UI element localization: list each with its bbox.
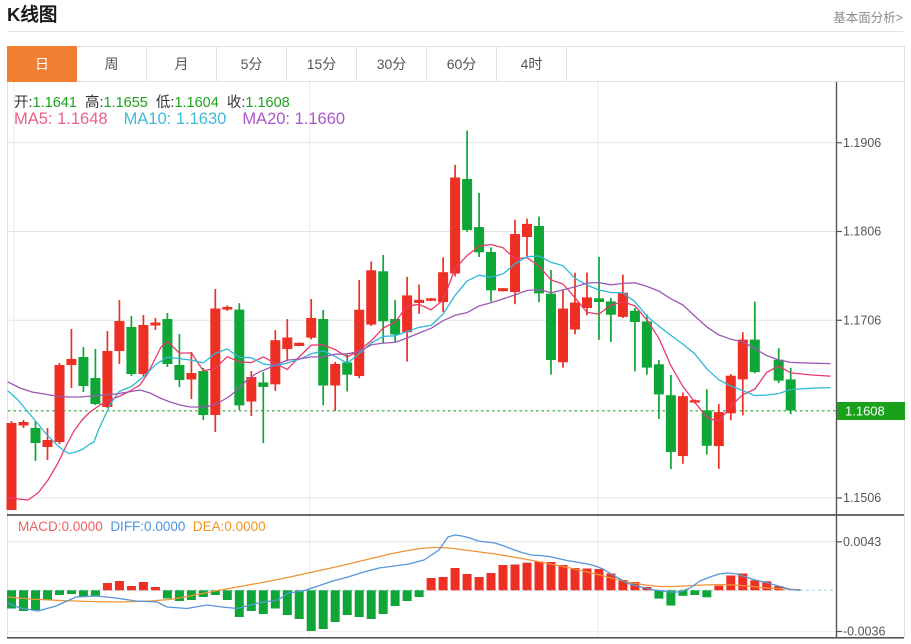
svg-text:1.1608: 1.1608 bbox=[845, 404, 885, 419]
svg-text:1.1906: 1.1906 bbox=[843, 136, 881, 150]
svg-text:1.1706: 1.1706 bbox=[843, 314, 881, 328]
svg-text:-0.0036: -0.0036 bbox=[843, 625, 885, 639]
svg-text:1.1506: 1.1506 bbox=[843, 491, 881, 505]
svg-text:0.0043: 0.0043 bbox=[843, 535, 881, 549]
svg-text:1.1806: 1.1806 bbox=[843, 225, 881, 239]
